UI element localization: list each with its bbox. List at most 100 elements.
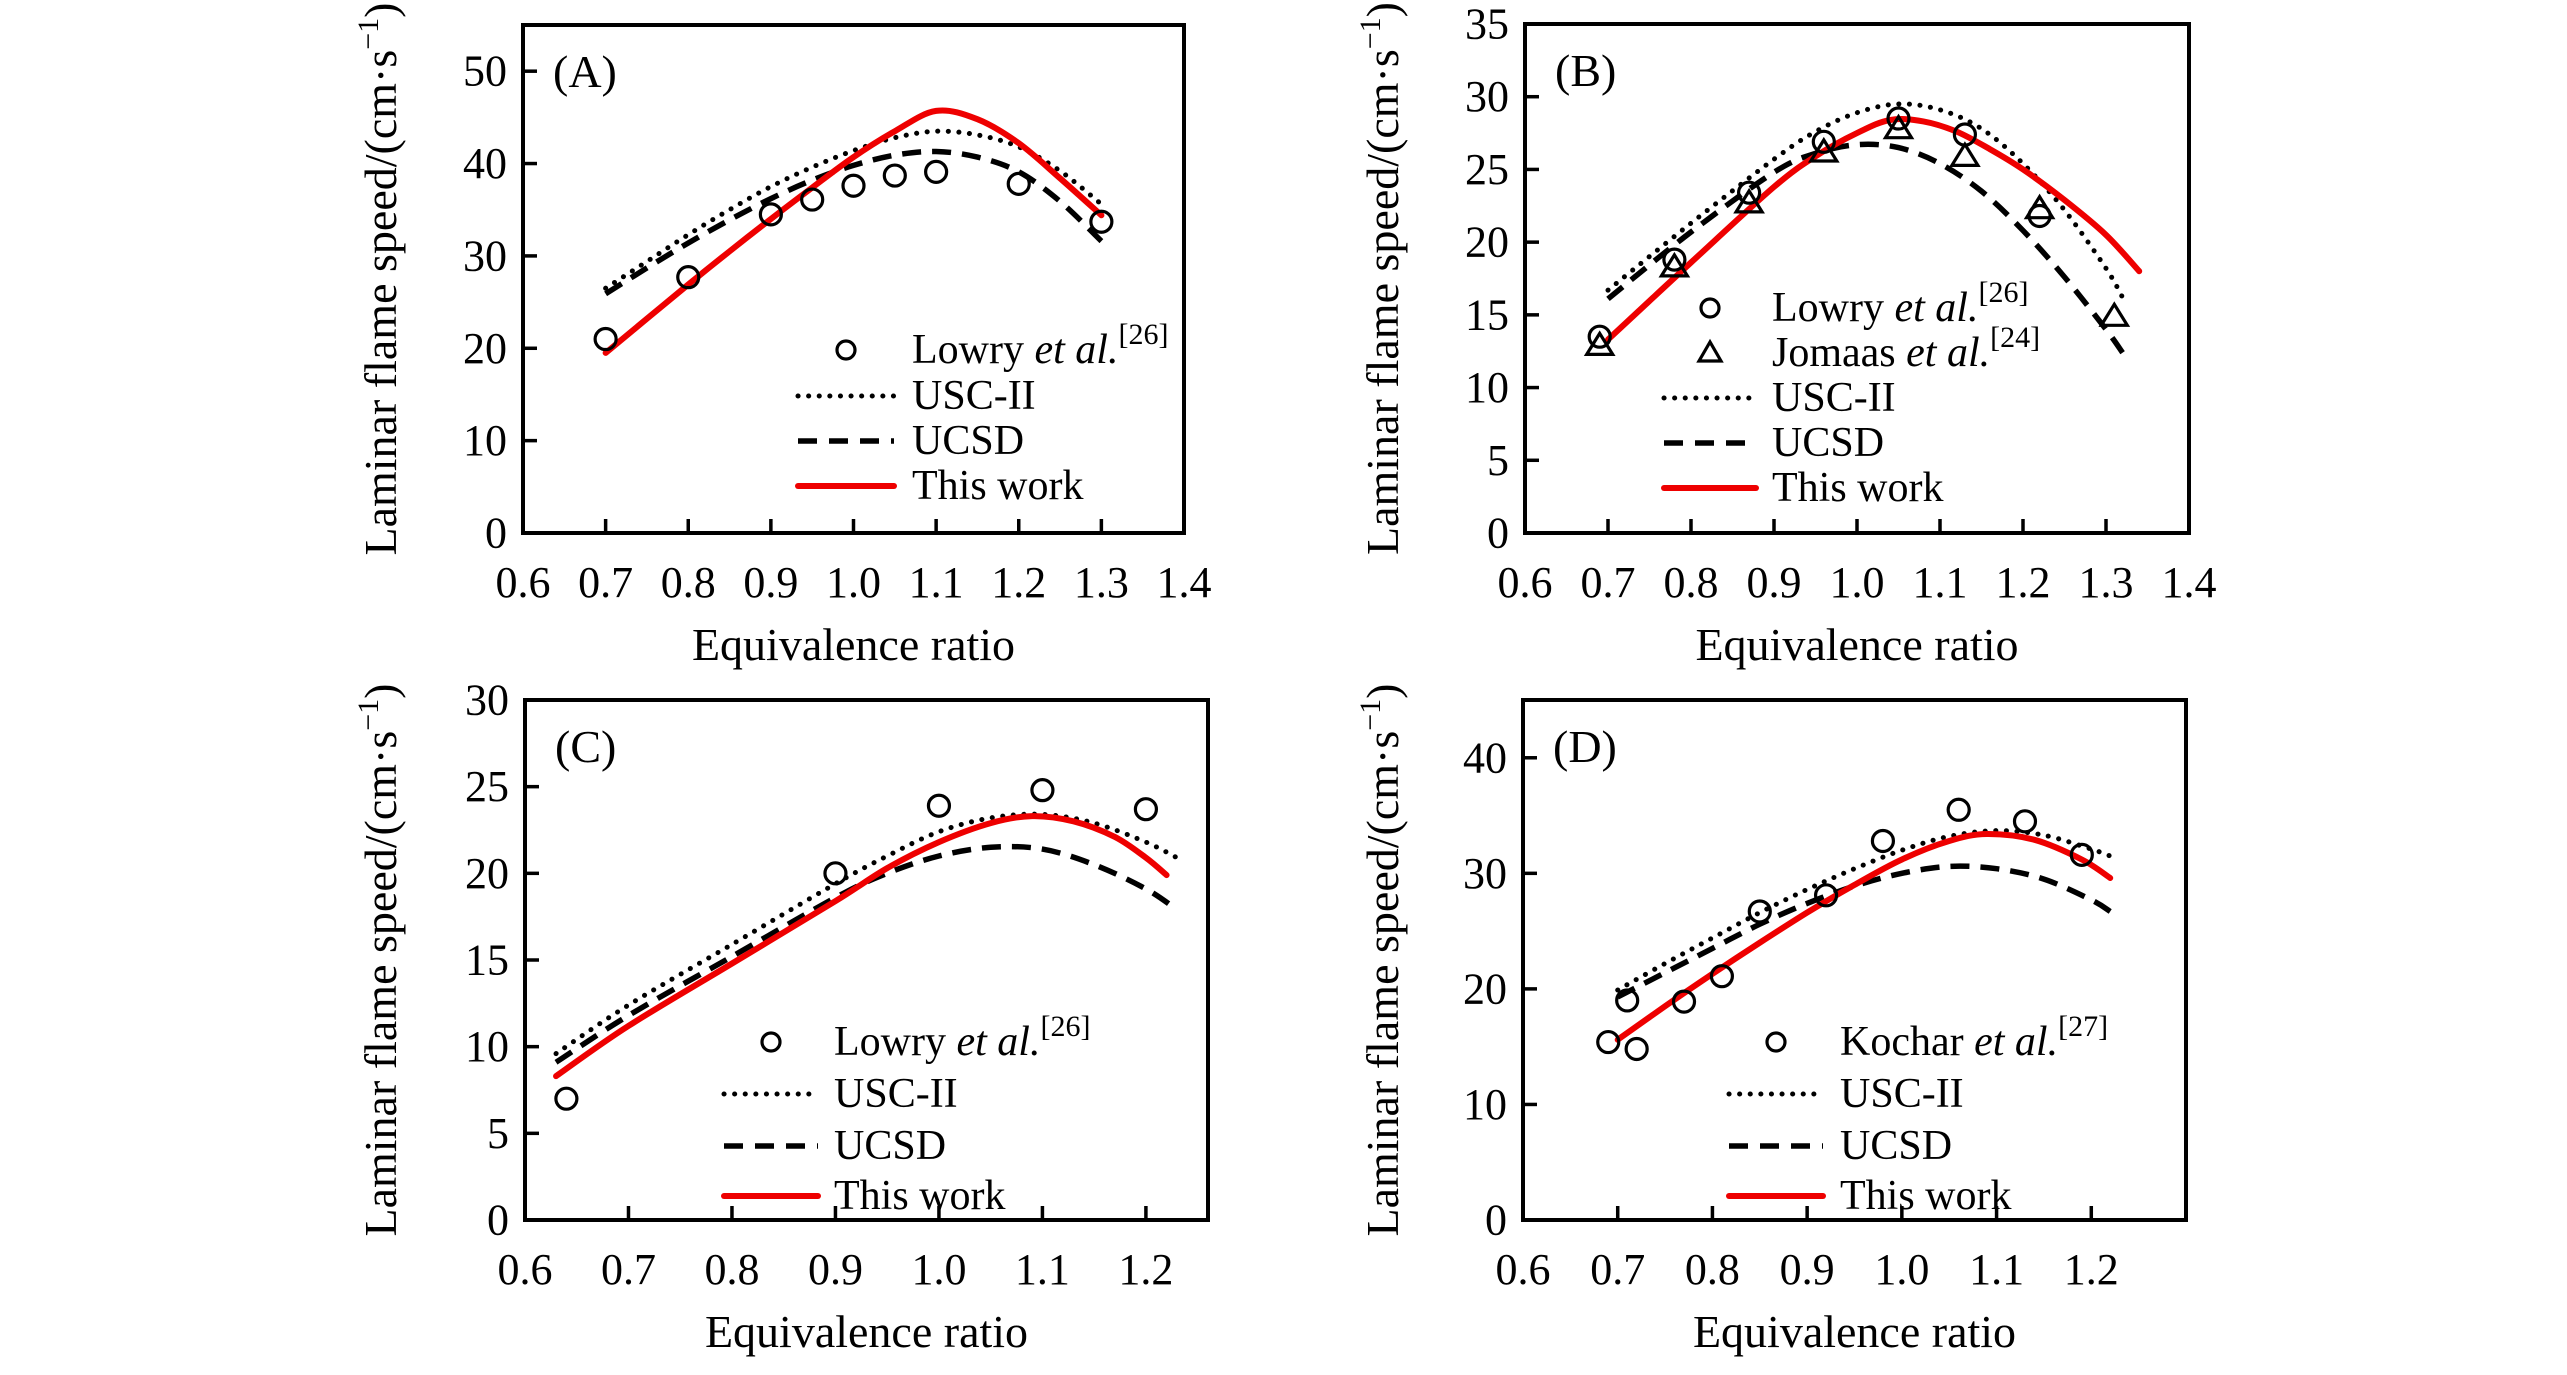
x-axis-label: Equivalence ratio [705, 1306, 1028, 1357]
panel-d: 0.6 0.7 0.8 0.9 1.0 1.1 1.2 0 10 20 30 40 Equivalenc… [1354, 683, 2188, 1357]
curve-this-work [602, 107, 1105, 356]
x-tick-label: 0.7 [578, 558, 633, 607]
x-tick-label: 0.8 [704, 1245, 759, 1294]
x-tick-label: 0.8 [1664, 558, 1719, 607]
panel-a: 0.6 0.7 0.8 0.9 1.0 1.1 1.2 1.3 1.4 0 10 20 30 40 50 Eq… [352, 2, 1212, 670]
x-tick-label: 1.2 [1996, 558, 2051, 607]
data-point-circle [1596, 1029, 1621, 1055]
y-tick-label: 15 [465, 936, 509, 985]
scatter-lowry [593, 159, 1114, 352]
data-point-circle [841, 173, 866, 198]
legend-label: USC-II [1772, 375, 1896, 421]
scatter-kochar [1596, 797, 2094, 1062]
legend-circle-marker [1765, 1031, 1787, 1053]
x-tick-label: 1.2 [1118, 1245, 1173, 1294]
legend-label: UCSD [834, 1123, 946, 1169]
legend-label: USC-II [834, 1071, 958, 1117]
x-axis-label: Equivalence ratio [1693, 1306, 2016, 1357]
legend-label: Jomaas et al.[24] [1772, 321, 2040, 377]
data-point-circle [1813, 883, 1839, 908]
legend-label: Lowry et al.[26] [912, 318, 1168, 374]
data-point-circle [1811, 129, 1836, 154]
x-tick-label: 0.6 [1496, 1245, 1551, 1294]
data-point-circle [1870, 828, 1896, 854]
legend-item-this-work: This work [721, 1173, 1006, 1219]
x-tick-label: 0.7 [1581, 558, 1636, 607]
curve-usc-ii [553, 811, 1180, 1057]
panel-letter: (C) [555, 721, 616, 772]
x-tick-label: 0.8 [1685, 1245, 1740, 1294]
legend-label: UCSD [1840, 1123, 1952, 1169]
y-tick-label: 0 [487, 1196, 509, 1245]
legend-item-this-work: This work [1726, 1173, 2012, 1219]
data-point-circle [1946, 797, 1971, 822]
legend-circle-marker [835, 339, 857, 361]
x-tick-label: 0.7 [601, 1245, 656, 1294]
x-tick-label: 1.3 [2079, 558, 2134, 607]
y-tick-label: 10 [463, 416, 507, 465]
data-point-circle [1709, 964, 1735, 989]
legend: Lowry et al.[26]Jomaas et al.[24]USC-IIU… [1661, 276, 2040, 511]
legend-item-ucsd: UCSD [798, 418, 1024, 464]
y-axis-label: Laminar flame speed/(cm·s−1) [1354, 2, 1408, 555]
curve-this-work [553, 813, 1170, 1080]
panel-b: 0.6 0.7 0.8 0.9 1.0 1.1 1.2 1.3 1.4 0 5 10 15 20 25 30 3… [1354, 0, 2217, 670]
y-tick-label: 10 [1463, 1080, 1507, 1129]
y-tick-label: 20 [463, 324, 507, 373]
x-tick-label: 0.9 [743, 558, 798, 607]
y-tick-label: 20 [465, 849, 509, 898]
y-tick-label: 50 [463, 47, 507, 96]
data-point-circle [800, 187, 825, 212]
data-point-circle [1615, 988, 1640, 1013]
data-point-triangle [1949, 141, 1981, 167]
y-tick-label: 35 [1465, 0, 1509, 49]
x-tick-label: 1.4 [2162, 558, 2217, 607]
x-tick-label: 1.1 [1913, 558, 1968, 607]
x-tick-label: 1.3 [1074, 558, 1129, 607]
legend-item-ucsd: UCSD [1664, 420, 1884, 466]
x-tick-label: 1.2 [2064, 1245, 2119, 1294]
y-tick-label: 5 [1487, 436, 1509, 485]
data-point-triangle [2098, 301, 2131, 327]
data-point-circle [1662, 247, 1687, 272]
legend-item-usc-ii: USC-II [1661, 375, 1896, 421]
curve-usc-ii [1615, 828, 2113, 993]
x-axis-label: Equivalence ratio [692, 619, 1015, 670]
data-point-circle [1624, 1036, 1649, 1062]
y-tick-label: 40 [1463, 733, 1507, 782]
data-point-circle [1747, 899, 1772, 924]
curve-ucsd [1606, 141, 2125, 355]
y-tick-label: 10 [465, 1022, 509, 1071]
x-tick-label: 1.0 [1874, 1245, 1929, 1294]
legend-item-usc-ii: USC-II [795, 373, 1036, 419]
data-point-circle [1006, 171, 1031, 196]
y-tick-label: 15 [1465, 290, 1509, 339]
x-tick-label: 0.8 [661, 558, 716, 607]
data-point-triangle [1733, 187, 1765, 214]
panel-letter: (B) [1555, 45, 1616, 96]
data-point-triangle [1658, 251, 1691, 278]
legend-label: UCSD [912, 418, 1024, 464]
y-tick-label: 10 [1465, 363, 1509, 412]
x-tick-label: 1.0 [1830, 558, 1885, 607]
legend-item-this-work: This work [795, 463, 1084, 509]
x-tick-label: 0.6 [496, 558, 551, 607]
y-axis-label: Laminar flame speed/(cm·s−1) [352, 2, 406, 555]
legend-label: This work [1772, 465, 1944, 511]
data-point-triangle [2023, 193, 2056, 220]
data-point-circle [2069, 842, 2094, 867]
y-tick-label: 0 [485, 509, 507, 558]
data-point-circle [593, 326, 618, 352]
y-tick-label: 25 [1465, 145, 1509, 194]
legend-item-lowry: Lowry et al.[26] [835, 318, 1168, 374]
legend-item-usc-ii: USC-II [1726, 1071, 1964, 1117]
data-point-circle [554, 1086, 579, 1111]
panel-letter: (D) [1553, 721, 1617, 772]
legend-label: Lowry et al.[26] [1772, 276, 2028, 332]
y-tick-label: 30 [465, 676, 509, 725]
y-axis-label: Laminar flame speed/(cm·s−1) [352, 683, 406, 1236]
x-axis-label: Equivalence ratio [1695, 619, 2018, 670]
data-point-triangle [1583, 330, 1616, 356]
